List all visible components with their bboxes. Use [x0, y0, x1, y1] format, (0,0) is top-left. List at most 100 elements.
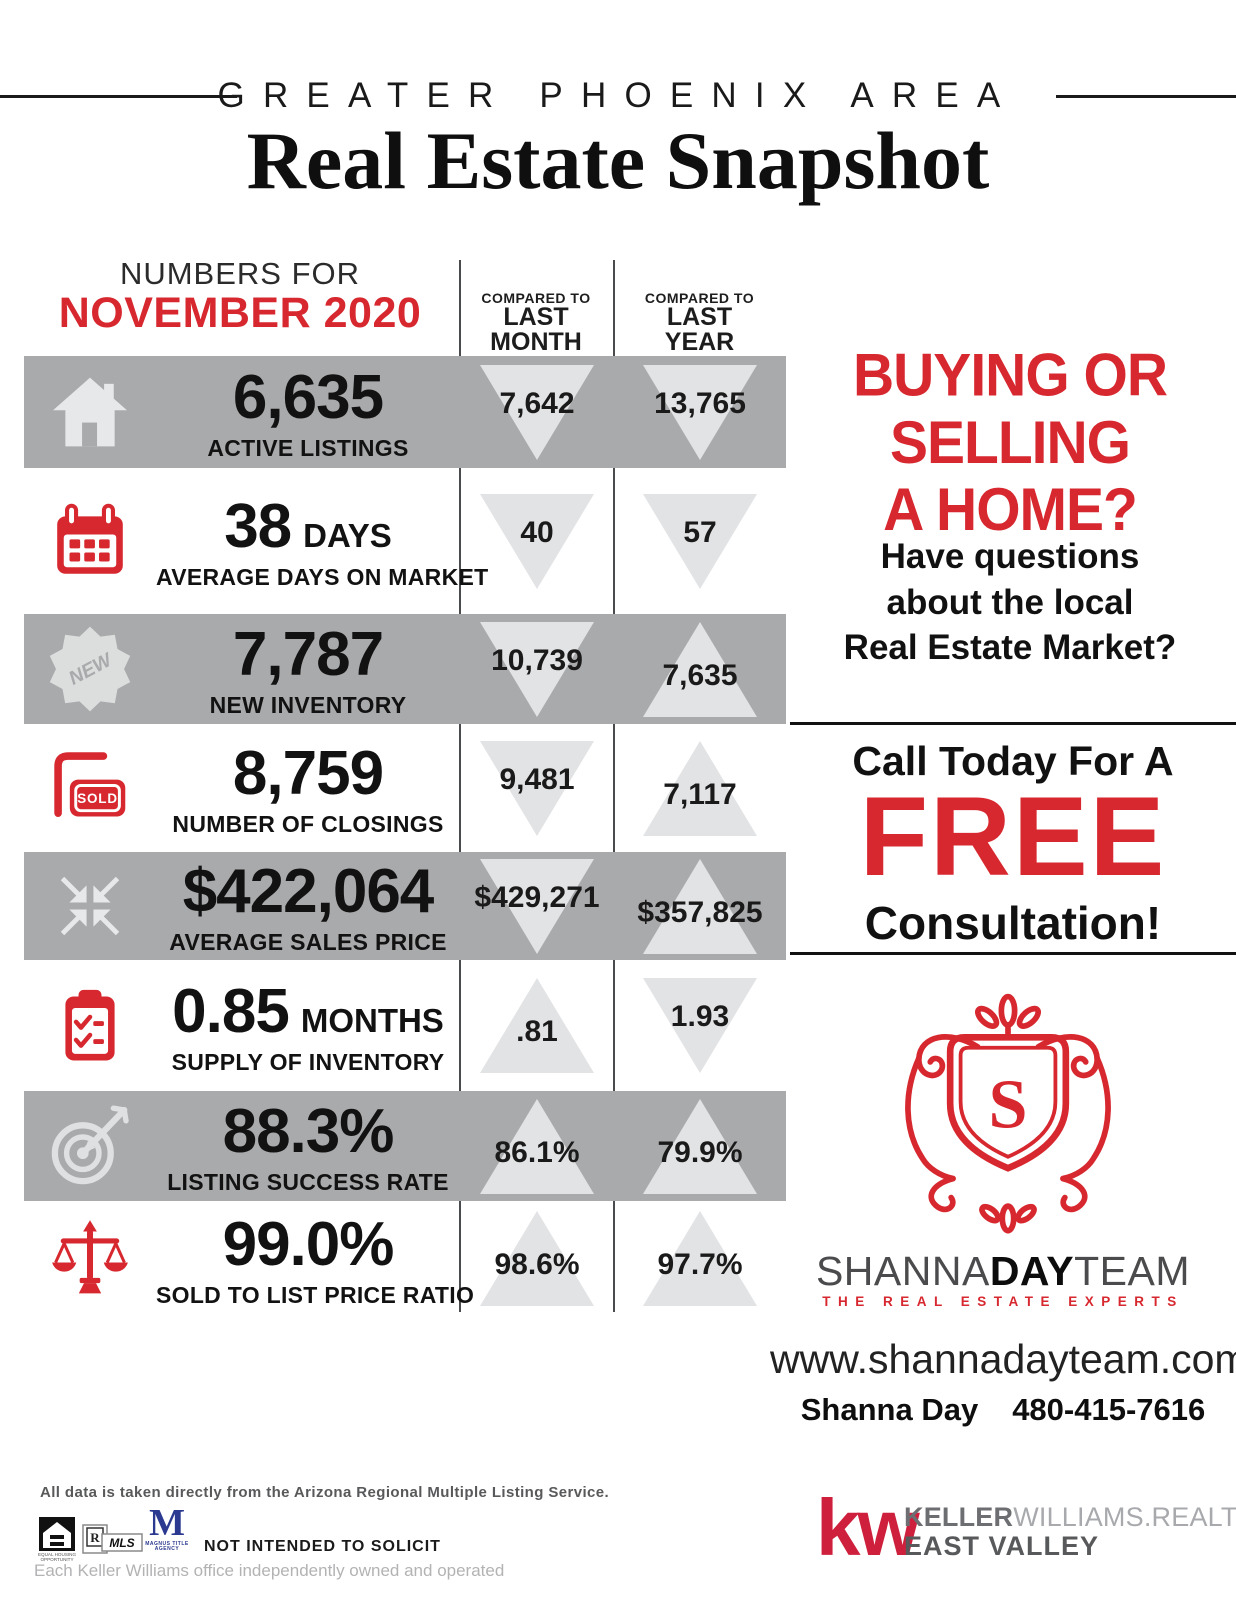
- headline-line: BUYING OR: [852, 342, 1168, 410]
- compare-value: 7,642: [499, 386, 575, 420]
- compare-last-month: $429,271: [460, 858, 614, 954]
- trend-triangle: 10,739: [480, 621, 594, 717]
- page-title: Real Estate Snapshot: [246, 115, 990, 206]
- stat-zone: 7,787 NEW INVENTORY: [156, 619, 460, 719]
- column-header-month: MONTH: [490, 328, 582, 356]
- compare-last-year: $357,825: [614, 858, 786, 954]
- compare-last-year: 57: [614, 493, 786, 589]
- region-kicker: GREATER PHOENIX AREA: [217, 76, 1019, 115]
- stat-value: $422,064: [182, 857, 435, 926]
- compare-value: 1.93: [670, 1000, 730, 1033]
- trend-triangle: 1.93: [643, 978, 757, 1073]
- compare-last-month: 98.6%: [460, 1211, 614, 1306]
- solicit-notice: NOT INTENDED TO SOLICIT: [204, 1538, 441, 1555]
- period-value: NOVEMBER 2020: [58, 289, 422, 337]
- trend-triangle: 7,642: [480, 364, 594, 460]
- period-label: NUMBERS FOR: [119, 256, 361, 291]
- trend-triangle: 9,481: [480, 740, 594, 836]
- column-header-year: YEAR: [664, 328, 735, 356]
- row-icon-zone: [24, 1216, 156, 1302]
- kw-region: EAST VALLEY: [904, 1531, 1100, 1561]
- scales-icon: [52, 1219, 128, 1293]
- website-url: www.shannadayteam.com: [770, 1336, 1236, 1382]
- compare-last-month: 10,739: [460, 621, 614, 717]
- stat-label: AVERAGE SALES PRICE: [169, 929, 447, 955]
- trend-triangle: 86.1%: [480, 1098, 594, 1194]
- stat-value: 6,635: [232, 363, 384, 432]
- compare-value: 86.1%: [494, 1135, 580, 1169]
- shanna-day-crest-logo: S: [905, 993, 1111, 1234]
- row-icon-zone: [24, 500, 156, 582]
- magnus-line2: AGENCY: [154, 1546, 180, 1552]
- compare-last-year: 79.9%: [614, 1098, 786, 1194]
- stat-label: LISTING SUCCESS RATE: [167, 1169, 449, 1195]
- magnus-title-logo: M MAGNUS TITLE AGENCY: [138, 1504, 196, 1552]
- compare-value: 7,635: [662, 658, 738, 692]
- data-source-disclaimer: All data is taken directly from the Ariz…: [40, 1484, 610, 1501]
- team-tagline: THE REAL ESTATE EXPERTS: [822, 1294, 1184, 1309]
- crest-monogram: S: [988, 1065, 1027, 1143]
- kw-realty: .REALTY: [1143, 1502, 1236, 1532]
- trend-triangle: 57: [643, 493, 757, 589]
- kicker-rule-left: [0, 95, 237, 98]
- row-icon-zone: [24, 863, 156, 949]
- table-row-sold-to-list-ratio: 99.0% SOLD TO LIST PRICE RATIO 98.6% 97.…: [24, 1201, 786, 1316]
- compare-value: .81: [516, 1015, 558, 1048]
- equal-housing-icon: EQUAL HOUSING OPPORTUNITY: [38, 1517, 76, 1562]
- compare-value: 9,481: [499, 762, 575, 796]
- trend-triangle: 7,635: [643, 621, 757, 717]
- compare-last-year: 7,117: [614, 740, 786, 836]
- trend-triangle: .81: [480, 978, 594, 1073]
- stat-value: 7,787: [232, 620, 384, 689]
- stat-zone: 99.0% SOLD TO LIST PRICE RATIO: [156, 1209, 474, 1309]
- compare-last-year: 7,635: [614, 621, 786, 717]
- column-header-last-year: COMPARED TO LAST YEAR: [613, 291, 786, 355]
- table-row-days-on-market: 38 DAYS AVERAGE DAYS ON MARKET 40 57: [24, 468, 786, 614]
- headline-line: A HOME?: [883, 476, 1138, 544]
- compare-last-year: 13,765: [614, 364, 786, 460]
- trend-triangle: 98.6%: [480, 1211, 594, 1306]
- compare-value: 10,739: [491, 643, 583, 677]
- trend-triangle: 7,117: [643, 740, 757, 836]
- agent-name: Shanna Day: [800, 1392, 979, 1427]
- table-row-new-inventory: NEW 7,787 NEW INVENTORY 10,739 7,635: [24, 614, 786, 724]
- team-name-shanna: SHANNA: [815, 1248, 990, 1294]
- stat-zone: 6,635 ACTIVE LISTINGS: [156, 362, 460, 462]
- stat-label: AVERAGE DAYS ON MARKET: [156, 564, 489, 590]
- svg-text:SOLD: SOLD: [77, 791, 118, 806]
- compare-last-month: 86.1%: [460, 1098, 614, 1194]
- questions-subhead: Have questions about the local Real Esta…: [784, 534, 1236, 671]
- clipboard-icon: [65, 989, 115, 1060]
- agent-phone: 480-415-7616: [1012, 1392, 1206, 1427]
- row-icon-zone: NEW: [24, 623, 156, 715]
- row-icon-zone: [24, 1101, 156, 1191]
- compare-value: $429,271: [474, 880, 600, 914]
- table-row-listing-success-rate: 88.3% LISTING SUCCESS RATE 86.1% 79.9%: [24, 1091, 786, 1201]
- headline-line: SELLING: [889, 409, 1131, 477]
- magnus-line1: MAGNUS TITLE: [145, 1541, 189, 1547]
- kw-logo-mark: kw: [816, 1483, 920, 1572]
- stat-value: 88.3%: [222, 1097, 395, 1166]
- compare-last-month: 9,481: [460, 740, 614, 836]
- svg-text:R: R: [90, 1530, 100, 1545]
- stat-zone: 8,759 NUMBER OF CLOSINGS: [156, 738, 460, 838]
- row-icon-zone: [24, 368, 156, 456]
- realtor-mls-icon: R MLS: [82, 1524, 143, 1554]
- stat-unit: DAYS: [303, 517, 392, 554]
- new-badge-icon: NEW: [49, 626, 131, 712]
- compare-value: 40: [520, 515, 554, 549]
- subhead-line: Real Estate Market?: [843, 628, 1177, 667]
- trend-triangle: 40: [480, 493, 594, 589]
- subhead-line: Have questions: [880, 537, 1140, 576]
- compare-value: 98.6%: [494, 1248, 580, 1281]
- cta-rule-top: [790, 722, 1236, 725]
- compare-last-month: .81: [460, 978, 614, 1073]
- kw-williams: WILLIAMS: [1013, 1502, 1144, 1532]
- column-header-last-month: COMPARED TO LAST MONTH: [459, 291, 613, 355]
- kicker-rule-right: [1056, 95, 1236, 98]
- magnus-m: M: [149, 1502, 185, 1544]
- svg-text:EQUAL HOUSING: EQUAL HOUSING: [38, 1552, 76, 1557]
- sold-sign-icon: SOLD: [54, 752, 126, 817]
- cta-consultation: Consultation!: [864, 897, 1162, 949]
- stat-zone: 0.85 MONTHS SUPPLY OF INVENTORY: [156, 976, 460, 1076]
